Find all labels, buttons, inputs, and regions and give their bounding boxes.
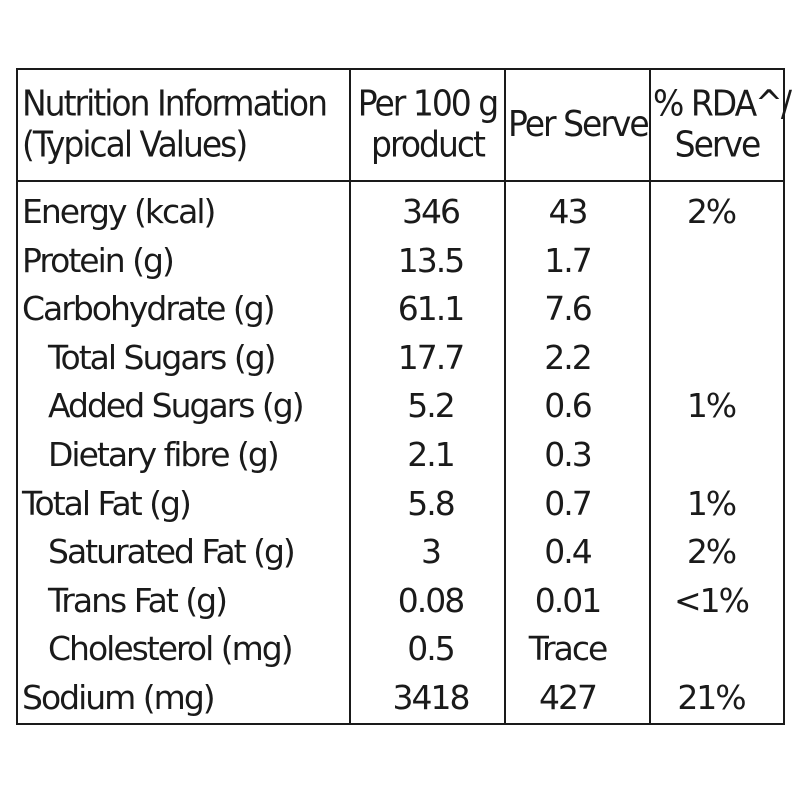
rda-value: 2% xyxy=(649,528,785,577)
header-per100-line2: product xyxy=(371,122,486,165)
per-serve-value: 0.3 xyxy=(504,430,651,480)
per100-value: 5.2 xyxy=(349,382,506,431)
header-per-serve-text: Per Serve xyxy=(508,102,650,145)
per100-value: 3418 xyxy=(349,673,506,724)
per100-value: 5.8 xyxy=(349,479,506,529)
rda-value xyxy=(649,333,785,383)
header-nutrient-line1: Nutrition Information xyxy=(22,81,328,124)
per-serve-value: 2.2 xyxy=(504,333,651,383)
header-nutrient-line2: (Typical Values) xyxy=(22,122,248,165)
nutrient-label: Dietary fibre (g) xyxy=(16,430,351,480)
header-row: Nutrition Information (Typical Values) P… xyxy=(16,63,792,187)
per-serve-value: 1.7 xyxy=(504,236,651,286)
nutrient-label: Energy (kcal) xyxy=(16,181,351,237)
nutrient-label: Trans Fat (g) xyxy=(16,576,351,626)
rda-value xyxy=(649,625,785,674)
table-row: Energy (kcal) 346 43 2% xyxy=(16,181,785,237)
per-serve-value: 427 xyxy=(504,673,651,724)
table-row: Dietary fibre (g) 2.1 0.3 xyxy=(16,430,785,480)
nutrient-label: Total Fat (g) xyxy=(16,479,351,529)
header-rda: % RDA^/ Serve xyxy=(649,63,792,187)
nutrient-label: Added Sugars (g) xyxy=(16,382,351,431)
per100-value: 13.5 xyxy=(349,236,506,286)
nutrient-label: Saturated Fat (g) xyxy=(16,528,351,577)
header-nutrient: Nutrition Information (Typical Values) xyxy=(16,63,351,187)
table-row: Cholesterol (mg) 0.5 Trace xyxy=(16,625,785,674)
rda-value: <1% xyxy=(649,576,785,626)
table-row: Total Fat (g) 5.8 0.7 1% xyxy=(16,479,785,529)
per100-value: 61.1 xyxy=(349,285,506,334)
rda-value: 21% xyxy=(649,673,785,724)
rda-value xyxy=(649,236,785,286)
nutrient-label: Protein (g) xyxy=(16,236,351,286)
per100-value: 0.5 xyxy=(349,625,506,674)
table-row: Total Sugars (g) 17.7 2.2 xyxy=(16,333,785,383)
per100-value: 3 xyxy=(349,528,506,577)
per-serve-value: 0.7 xyxy=(504,479,651,529)
per-serve-value: 0.4 xyxy=(504,528,651,577)
table-row: Saturated Fat (g) 3 0.4 2% xyxy=(16,528,785,577)
nutrition-table: Nutrition Information (Typical Values) P… xyxy=(16,63,792,725)
nutrient-label: Total Sugars (g) xyxy=(16,333,351,383)
nutrient-label: Sodium (mg) xyxy=(16,673,351,724)
rda-value: 1% xyxy=(649,479,785,529)
per-serve-value: 43 xyxy=(504,181,651,237)
rda-value xyxy=(649,285,785,334)
rda-value xyxy=(649,430,785,480)
nutrient-label: Cholesterol (mg) xyxy=(16,625,351,674)
rda-value: 1% xyxy=(649,382,785,431)
header-rda-line2: Serve xyxy=(674,122,762,165)
header-rda-line1: % RDA^/ xyxy=(653,81,792,124)
per100-value: 2.1 xyxy=(349,430,506,480)
table-row: Sodium (mg) 3418 427 21% xyxy=(16,673,785,724)
per-serve-value: 0.01 xyxy=(504,576,651,626)
header-per-serve: Per Serve xyxy=(504,63,651,187)
per-serve-value: 0.6 xyxy=(504,382,651,431)
per-serve-value: 7.6 xyxy=(504,285,651,334)
header-per100: Per 100 g product xyxy=(349,63,506,187)
per-serve-value: Trace xyxy=(504,625,651,674)
per100-value: 346 xyxy=(349,181,506,237)
table-row: Added Sugars (g) 5.2 0.6 1% xyxy=(16,382,785,431)
rda-value: 2% xyxy=(649,181,785,237)
per100-value: 0.08 xyxy=(349,576,506,626)
nutrient-label: Carbohydrate (g) xyxy=(16,285,351,334)
table-row: Protein (g) 13.5 1.7 xyxy=(16,236,785,286)
per100-value: 17.7 xyxy=(349,333,506,383)
table-row: Carbohydrate (g) 61.1 7.6 xyxy=(16,285,785,334)
header-per100-line1: Per 100 g xyxy=(357,81,500,124)
table-row: Trans Fat (g) 0.08 0.01 <1% xyxy=(16,576,785,626)
